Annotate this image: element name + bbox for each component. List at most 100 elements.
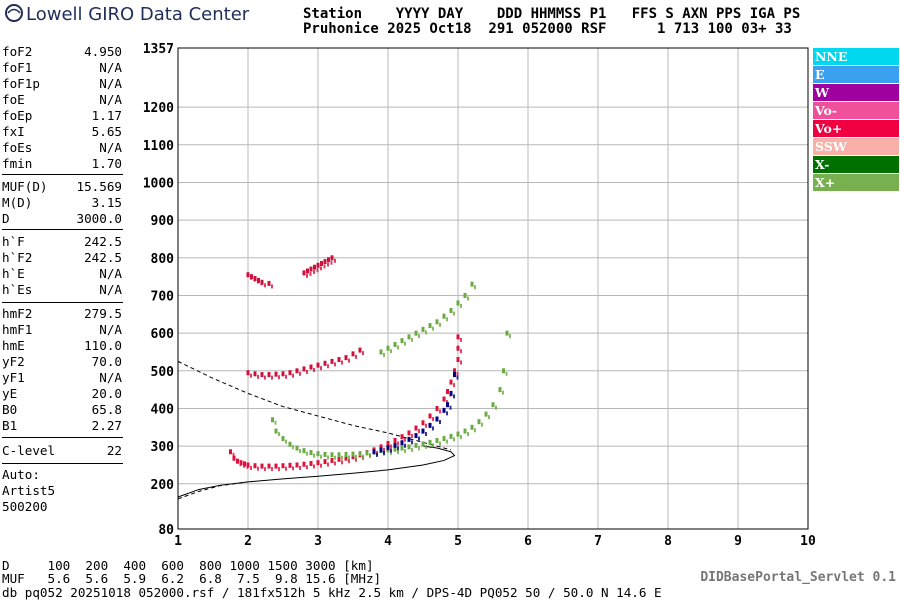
trace-point	[425, 423, 427, 428]
trace-point	[281, 371, 285, 377]
param-label: hmE	[2, 338, 25, 353]
y-tick-label: 1100	[143, 139, 174, 154]
trace-point	[351, 351, 355, 357]
param-value: 2.27	[91, 418, 122, 433]
trace-point	[393, 442, 397, 448]
trace-point	[309, 266, 313, 272]
auto-algorithm: Artist5	[2, 483, 56, 498]
trace-point	[330, 457, 334, 463]
param-row: foF1 N/A	[2, 60, 122, 76]
trace-point	[313, 453, 315, 458]
trace-point	[491, 402, 495, 408]
model-dashed-line	[177, 360, 452, 451]
param-label: MUF(D)	[2, 179, 48, 194]
x-tick-label: 1	[174, 534, 182, 549]
param-row: B1 2.27	[2, 418, 122, 434]
trace-point	[502, 368, 505, 374]
param-label: M(D)	[2, 195, 33, 210]
trace-point	[327, 364, 329, 369]
param-value: 3.15	[91, 195, 122, 210]
trace-point	[306, 465, 308, 470]
plot-frame	[177, 47, 809, 530]
trace-point	[435, 416, 439, 422]
trace-point	[397, 441, 399, 446]
trace-point	[271, 375, 273, 380]
trace-point	[383, 352, 385, 357]
param-label: fxI	[2, 124, 25, 139]
trace-point	[502, 390, 504, 395]
trace-point	[376, 452, 378, 457]
legend-item: W	[813, 84, 899, 101]
x-tick-label: 6	[524, 534, 532, 549]
trace-point	[463, 428, 467, 434]
trace-point	[348, 358, 350, 363]
trace-point	[299, 449, 301, 454]
portal-label: DIDBasePortal_Servlet 0.1	[700, 570, 896, 585]
trace-point	[344, 451, 348, 457]
trace-point	[271, 417, 274, 423]
trace-point	[362, 351, 364, 356]
trace-point	[446, 389, 449, 395]
param-row: foEp 1.17	[2, 108, 122, 124]
trace-point	[400, 434, 404, 440]
trace-point	[246, 272, 250, 278]
trace-point	[250, 373, 252, 378]
param-label: foEp	[2, 108, 33, 123]
trace-point	[260, 372, 264, 378]
trace-point	[435, 319, 439, 325]
param-value: N/A	[99, 322, 122, 337]
param-value: N/A	[99, 92, 122, 107]
trace-point	[439, 420, 441, 425]
y-tick-label: 400	[151, 402, 175, 417]
param-row: foF1p N/A	[2, 76, 122, 92]
trace-point	[446, 411, 448, 416]
trace-point	[323, 259, 327, 265]
trace-point	[442, 396, 446, 402]
legend-item: X+	[813, 174, 899, 191]
trace-point	[288, 441, 292, 447]
trace-point	[411, 447, 413, 452]
trace-point	[379, 447, 383, 453]
param-label: h`E	[2, 266, 25, 281]
trace-point	[449, 390, 453, 396]
trace-point	[330, 260, 333, 265]
trace-point	[456, 431, 460, 437]
trace-point	[488, 415, 490, 420]
y-tick-label: 200	[151, 478, 175, 493]
trace-point	[421, 441, 425, 447]
trace-point	[456, 300, 460, 306]
x-tick-label: 2	[244, 534, 252, 549]
trace-point	[257, 374, 259, 379]
legend-item: SSW	[813, 138, 899, 155]
param-label: foE	[2, 92, 25, 107]
trace-point	[439, 409, 441, 414]
param-value: 1.17	[91, 108, 122, 123]
trace-point	[316, 262, 320, 268]
trace-point	[351, 451, 355, 457]
trace-point	[323, 451, 327, 457]
trace-point	[299, 465, 301, 470]
trace-point	[313, 368, 315, 373]
trace-point	[495, 405, 497, 410]
trace-point	[309, 460, 313, 466]
trace-point	[404, 443, 406, 448]
trace-point	[435, 437, 439, 443]
trace-point	[386, 440, 390, 446]
trace-point	[250, 274, 253, 280]
trace-point	[421, 420, 425, 426]
trace-point	[334, 461, 336, 466]
param-value: 242.5	[84, 250, 122, 265]
auto-version: 500200	[2, 499, 48, 514]
trace-point	[446, 402, 449, 408]
trace-point	[306, 369, 308, 374]
trace-point	[442, 436, 446, 442]
trace-point	[460, 349, 462, 354]
param-value: 5.65	[91, 124, 122, 139]
trace-point	[302, 366, 306, 372]
trace-point	[460, 360, 462, 365]
param-value: N/A	[99, 60, 122, 75]
trace-point	[453, 311, 455, 316]
param-row: h`F 242.5	[2, 234, 122, 250]
trace-point	[278, 432, 280, 437]
trace-point	[330, 255, 334, 261]
